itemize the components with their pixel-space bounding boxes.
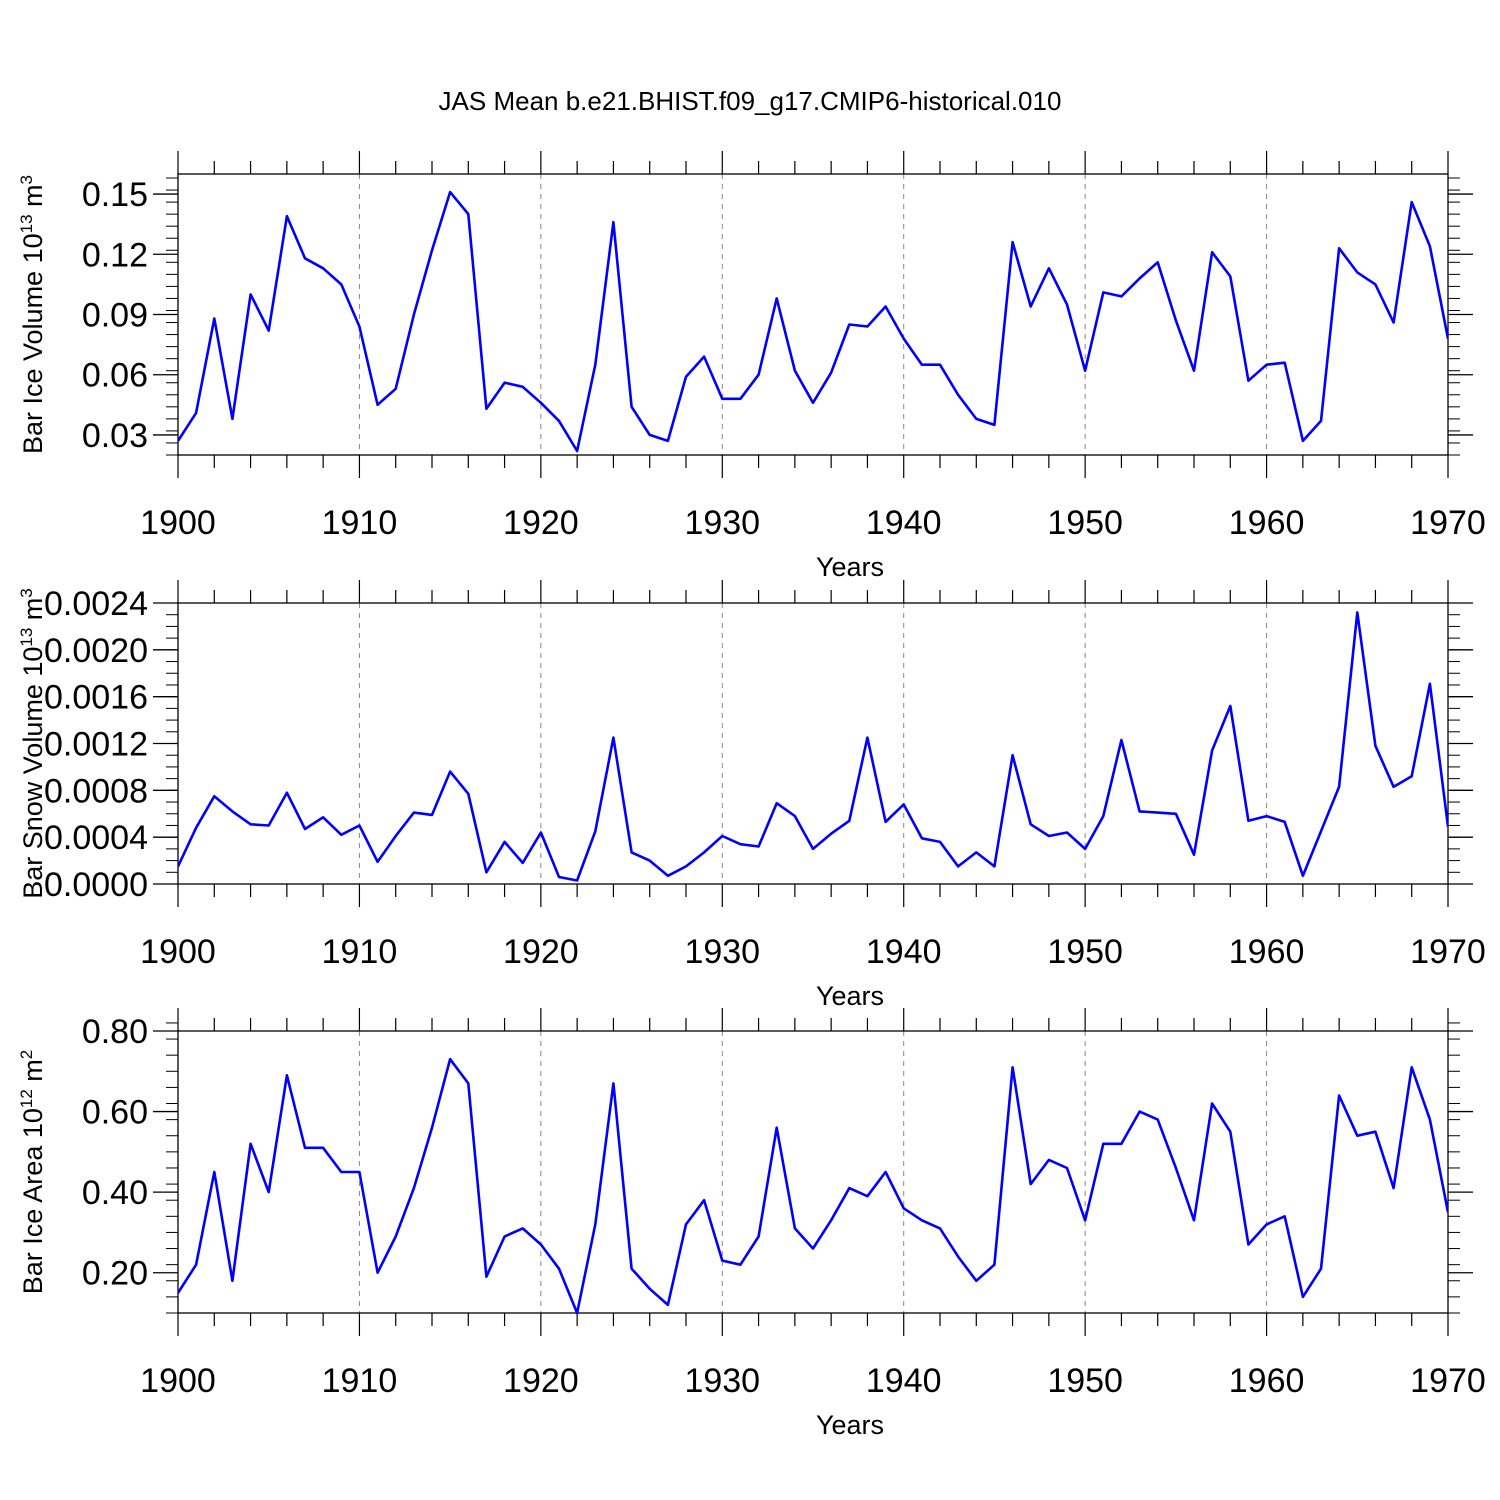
x-tick-label: 1930 (684, 504, 760, 542)
y-tick-label: 0.03 (82, 417, 148, 455)
x-tick-label: 1970 (1410, 504, 1486, 542)
y-axis-label: Bar Ice Area 1012 m2 (17, 1050, 48, 1295)
y-axis-label: Bar Ice Volume 1013 m3 (17, 175, 48, 454)
series-line (178, 190, 1448, 453)
panel-snow-volume: 0.0000 0.0004 0.0008 0.0012 0.0016 0.0020 0.00… (17, 580, 1486, 1011)
y-axis-label: Bar Snow Volume 1013 m3 (17, 588, 48, 899)
x-tick-label: 1910 (322, 1362, 398, 1400)
y-tick-label: 0.12 (82, 236, 148, 274)
y-tick-label: 0.06 (82, 357, 148, 395)
y-tick-label: 0.0024 (44, 585, 148, 623)
x-axis-label: Years (816, 1410, 884, 1440)
x-tick-label: 1950 (1047, 504, 1123, 542)
x-tick-label: 1930 (684, 1362, 760, 1400)
y-tick-label: 0.0016 (44, 679, 148, 717)
x-tick-label: 1950 (1047, 1362, 1123, 1400)
y-tick-label: 0.40 (82, 1174, 148, 1212)
series-line (178, 1057, 1448, 1315)
panel-ice-volume: 0.03 0.06 0.09 0.12 0.15 1900 1910 1920 1930 1940… (17, 151, 1486, 582)
y-tick-label: 0.0008 (44, 772, 148, 810)
panel-ice-area: 0.20 0.40 0.60 0.80 1900 1910 1920 1930 1940 1950… (17, 1008, 1486, 1440)
x-tick-label: 1960 (1229, 504, 1305, 542)
y-tick-label: 0.0000 (44, 866, 148, 904)
x-tick-label: 1960 (1229, 933, 1305, 971)
y-tick-label: 0.0012 (44, 726, 148, 764)
x-tick-label: 1970 (1410, 1362, 1486, 1400)
y-tick-label: 0.0004 (44, 819, 148, 857)
y-tick-label: 0.20 (82, 1255, 148, 1293)
x-tick-label: 1940 (866, 1362, 942, 1400)
x-tick-label: 1900 (140, 504, 216, 542)
y-tick-label: 0.80 (82, 1013, 148, 1051)
x-tick-label: 1920 (503, 933, 579, 971)
x-tick-label: 1920 (503, 504, 579, 542)
series-line (178, 611, 1448, 882)
y-tick-label: 0.0020 (44, 632, 148, 670)
x-tick-label: 1960 (1229, 1362, 1305, 1400)
y-tick-label: 0.15 (82, 176, 148, 214)
x-axis-label: Years (816, 981, 884, 1011)
plot-frame (177, 1030, 1449, 1314)
x-tick-label: 1920 (503, 1362, 579, 1400)
x-tick-label: 1900 (140, 1362, 216, 1400)
x-tick-label: 1910 (322, 933, 398, 971)
chart-title: JAS Mean b.e21.BHIST.f09_g17.CMIP6-histo… (438, 86, 1062, 116)
x-tick-label: 1940 (866, 504, 942, 542)
x-axis-label: Years (816, 552, 884, 582)
y-tick-label: 0.60 (82, 1094, 148, 1132)
x-tick-label: 1950 (1047, 933, 1123, 971)
x-tick-label: 1900 (140, 933, 216, 971)
plot-frame (177, 173, 1449, 456)
x-tick-label: 1910 (322, 504, 398, 542)
x-tick-label: 1970 (1410, 933, 1486, 971)
x-tick-label: 1930 (684, 933, 760, 971)
x-tick-label: 1940 (866, 933, 942, 971)
y-tick-label: 0.09 (82, 297, 148, 335)
